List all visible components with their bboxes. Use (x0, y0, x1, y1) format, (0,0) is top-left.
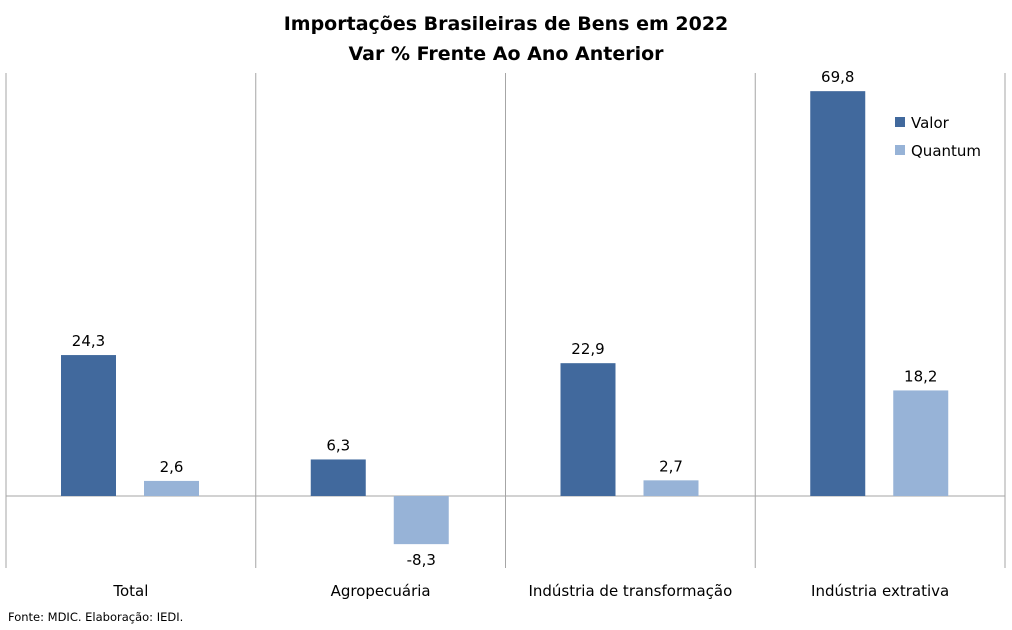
data-label: 6,3 (326, 436, 350, 454)
legend-label-valor: Valor (911, 114, 950, 132)
chart-subtitle: Var % Frente Ao Ano Anterior (348, 43, 664, 65)
bar-quantum (893, 390, 949, 496)
data-label: 18,2 (904, 367, 937, 385)
legend-label-quantum: Quantum (911, 142, 981, 160)
bar-quantum (144, 480, 199, 496)
source-note: Fonte: MDIC. Elaboração: IEDI. (8, 610, 184, 624)
bar-valor (560, 363, 616, 496)
data-label: 22,9 (571, 340, 604, 358)
data-label: 2,7 (659, 457, 683, 475)
data-label: 69,8 (821, 68, 854, 86)
bar-quantum (643, 480, 699, 496)
data-label: 2,6 (160, 458, 184, 476)
bar-quantum (393, 496, 449, 545)
category-label: Indústria extrativa (811, 582, 949, 600)
legend-swatch-valor (895, 117, 905, 127)
data-label: 24,3 (72, 332, 105, 350)
category-label: Total (112, 582, 148, 600)
chart-title: Importações Brasileiras de Bens em 2022 (283, 13, 729, 35)
legend-swatch-quantum (895, 145, 905, 155)
data-label: -8,3 (407, 551, 436, 569)
category-label: Indústria de transformação (528, 582, 732, 600)
bar-valor (810, 91, 866, 496)
category-label: Agropecuária (331, 582, 431, 600)
bar-valor (310, 459, 366, 496)
bar-valor (61, 355, 116, 496)
